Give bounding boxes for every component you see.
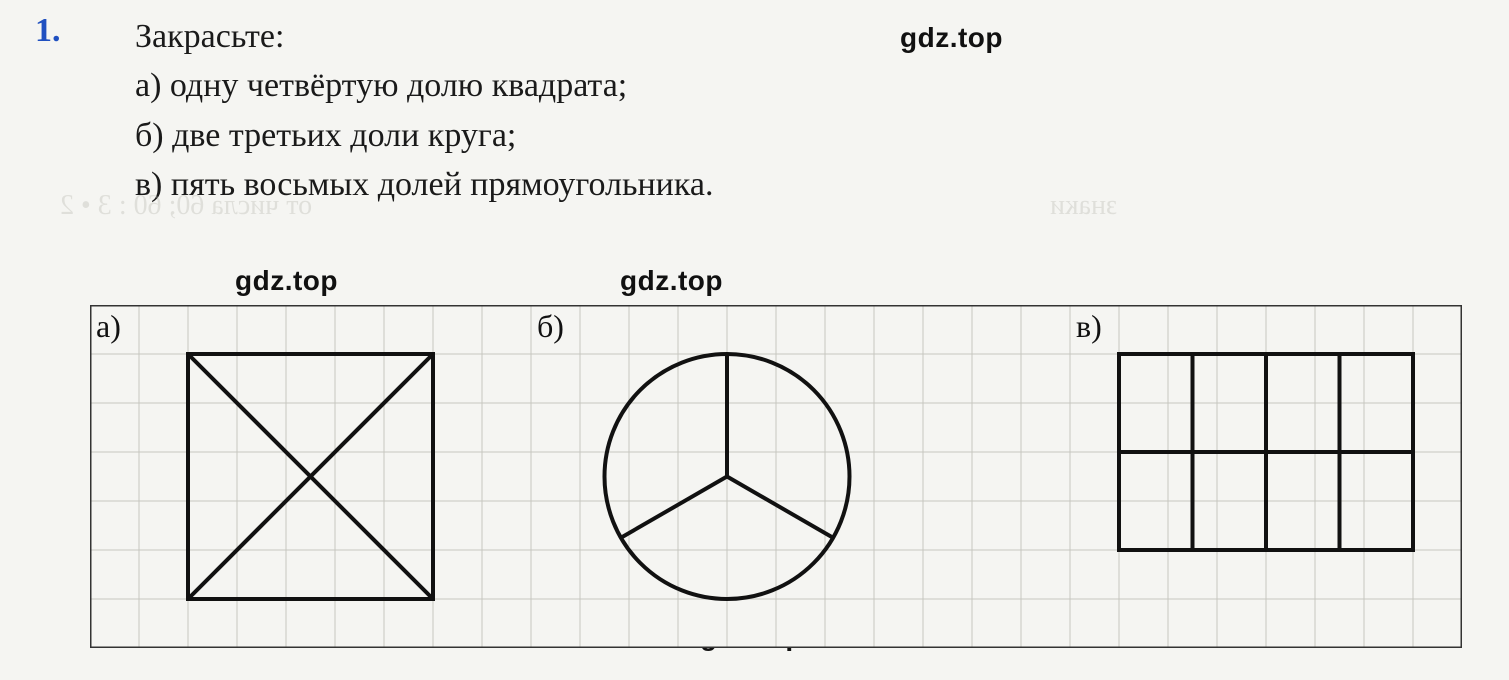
figure-svg: а) б) в) <box>90 305 1462 648</box>
watermark: gdz.top <box>235 265 338 297</box>
svg-text:б): б) <box>537 308 564 344</box>
figure-grid-area: а) б) в) <box>90 305 1450 661</box>
ghost-text: знаки <box>1050 190 1117 222</box>
prompt-item-b: б) две третьих доли круга; <box>135 111 713 160</box>
problem-number: 1. <box>35 12 61 50</box>
page-root: 1. Закрасьте: а) одну четвёртую долю ква… <box>0 0 1509 680</box>
watermark: gdz.top <box>900 22 1003 54</box>
prompt-title: Закрасьте: <box>135 12 713 61</box>
problem-prompt: Закрасьте: а) одну четвёртую долю квадра… <box>135 12 713 209</box>
svg-text:в): в) <box>1076 308 1102 344</box>
svg-text:а): а) <box>96 308 121 344</box>
watermark: gdz.top <box>620 265 723 297</box>
prompt-item-a: а) одну четвёртую долю квадрата; <box>135 61 713 110</box>
prompt-item-c: в) пять восьмых долей прямоугольника. <box>135 160 713 209</box>
